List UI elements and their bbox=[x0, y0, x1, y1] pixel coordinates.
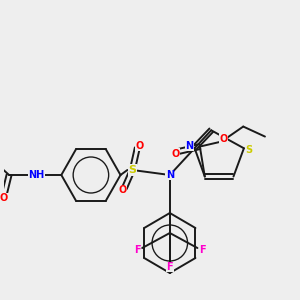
Text: O: O bbox=[118, 185, 127, 195]
Text: S: S bbox=[245, 145, 252, 155]
Text: S: S bbox=[128, 165, 136, 175]
Text: O: O bbox=[171, 148, 179, 159]
Text: O: O bbox=[219, 134, 228, 144]
Text: O: O bbox=[135, 141, 143, 151]
Text: N: N bbox=[185, 141, 194, 151]
Text: F: F bbox=[134, 245, 141, 255]
Text: O: O bbox=[0, 193, 8, 203]
Text: N: N bbox=[166, 170, 174, 180]
Text: F: F bbox=[167, 262, 173, 272]
Text: NH: NH bbox=[28, 170, 45, 180]
Text: F: F bbox=[199, 245, 206, 255]
